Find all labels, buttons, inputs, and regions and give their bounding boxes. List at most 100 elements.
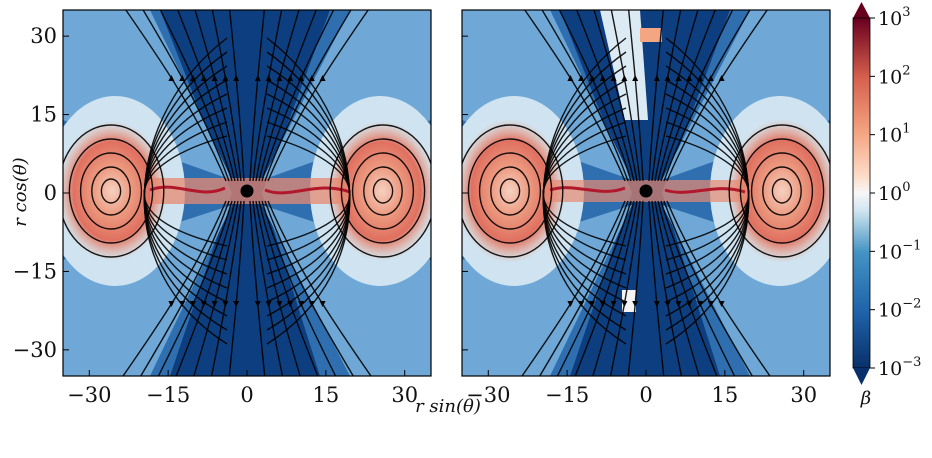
streamline-arrow [254, 301, 261, 307]
x-tick-label: −30 [67, 383, 111, 407]
streamline [556, 200, 632, 376]
streamline-arrow [653, 75, 660, 81]
streamline [157, 200, 233, 376]
streamline [666, 10, 768, 182]
streamline-arrow [200, 75, 207, 81]
colorbar-extend-top [853, 2, 870, 18]
streamline [143, 37, 228, 345]
streamline [651, 200, 683, 376]
streamline-arrow [265, 301, 272, 307]
x-tick-labels: −30 −15 0 15 30 [466, 370, 817, 407]
streamline-arrow [632, 301, 639, 307]
streamline-loop [329, 124, 431, 258]
streamline [255, 200, 301, 376]
streamline [255, 10, 300, 182]
streamline-arrow [621, 75, 628, 81]
streamline-arrow [254, 75, 261, 81]
streamline [558, 10, 632, 182]
streamline [125, 10, 227, 182]
streamline-loop [739, 138, 825, 244]
streamline-arrow [697, 301, 703, 307]
streamline-loop [100, 178, 122, 204]
panel-right [462, 10, 830, 376]
streamline-loop [79, 152, 143, 230]
streamline [651, 10, 682, 182]
streamline [258, 200, 319, 376]
y-axis-label: r cos(θ) [10, 157, 31, 226]
streamline [211, 10, 242, 182]
streamline [267, 200, 372, 376]
streamline-arrow [567, 301, 574, 307]
streamline [627, 200, 644, 376]
streamline [610, 10, 641, 182]
streamline-loop [478, 152, 542, 230]
x-tick-label: 0 [639, 383, 652, 407]
streamline-arrow [718, 75, 725, 81]
black-hole-marker [240, 184, 254, 198]
colorbar-tick-label: 103 [878, 5, 910, 30]
colorbar-tick-label: 102 [878, 63, 910, 88]
streamline-arrow [718, 301, 725, 307]
streamline [666, 200, 771, 376]
streamline-loop [462, 124, 564, 258]
streamline-loop [351, 152, 415, 230]
streamline [249, 200, 266, 376]
streamline-arrow [675, 75, 682, 81]
streamline-loop [63, 124, 165, 258]
streamlines [462, 10, 830, 376]
x-tick-labels: −30 −15 0 15 30 [67, 370, 418, 407]
streamline [261, 10, 335, 182]
streamline-arrow [179, 75, 186, 81]
streamline-arrow [686, 75, 693, 81]
streamline-arrow [190, 301, 196, 307]
streamline-arrow [621, 301, 628, 307]
streamline-arrow [578, 75, 585, 81]
streamline-arrow [664, 301, 671, 307]
streamline [175, 200, 236, 376]
streamline-arrow [211, 75, 218, 81]
streamline [266, 37, 351, 345]
y-tick-label: 30 [30, 24, 57, 48]
streamline [663, 200, 754, 376]
streamline [252, 10, 283, 182]
streamline-arrow [298, 301, 304, 307]
y-tick-label: −15 [13, 259, 57, 283]
streamline [609, 200, 641, 376]
colorbar-tick-label: 10−3 [878, 355, 921, 380]
streamline [593, 10, 638, 182]
streamline [648, 10, 665, 182]
streamline-arrow [168, 75, 175, 81]
colorbar-bar [852, 17, 871, 369]
colorbar-label: β [860, 388, 871, 409]
streamline-arrow [265, 75, 272, 81]
streamline [648, 200, 665, 376]
streamline-arrow [567, 75, 574, 81]
x-tick-label: 15 [711, 383, 738, 407]
streamline-arrow [233, 301, 240, 307]
midplane-turbulence [549, 186, 746, 194]
streamline [261, 200, 337, 376]
streamline-arrow [233, 75, 240, 81]
streamline-arrow [276, 301, 283, 307]
streamline-arrow [664, 75, 671, 81]
colorbar-tick-label: 100 [878, 180, 910, 205]
streamline-arrow [222, 75, 229, 81]
streamline [665, 37, 750, 345]
streamline-loop [771, 178, 793, 204]
streamline-arrow [610, 301, 617, 307]
x-tick-label: −15 [545, 383, 589, 407]
y-tick-labels: 30 15 0 −15 −30 [13, 24, 468, 362]
midplane-turbulence [149, 185, 351, 195]
black-hole-marker [639, 184, 653, 198]
streamline [264, 200, 355, 376]
streamline-loop [68, 138, 154, 244]
streamline-loop [750, 152, 814, 230]
streamline [627, 10, 644, 182]
streamline [574, 200, 635, 376]
streamlines [63, 10, 431, 376]
streamline-arrow [222, 301, 229, 307]
streamline [654, 10, 699, 182]
streamline-arrow [308, 75, 315, 81]
streamline [139, 200, 230, 376]
